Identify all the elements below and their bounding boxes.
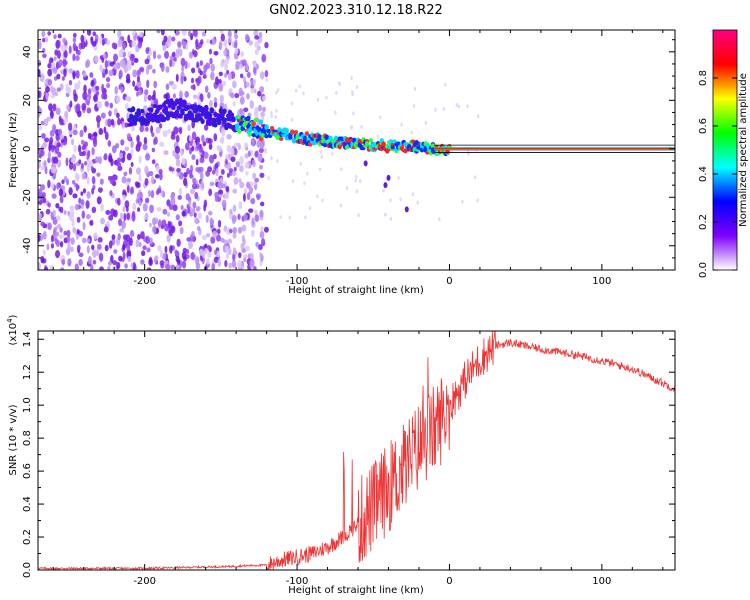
snr-series-line xyxy=(38,331,675,570)
y-tick-label: 0.8 xyxy=(22,430,33,446)
spectrogram-x-label: Height of straight line (km) xyxy=(288,285,424,296)
snr-plot-area xyxy=(38,331,675,570)
colorbar-tick-label: 0.0 xyxy=(698,262,709,278)
x-tick-label: 100 xyxy=(592,276,611,287)
y-tick-label: 1.0 xyxy=(22,397,33,413)
snr-x-ticks: -200 -100 0 100 xyxy=(52,331,664,587)
y-tick-label: 0.0 xyxy=(22,562,33,578)
colorbar-tick-label: 0.6 xyxy=(698,118,709,134)
snr-panel: -200 -100 0 100 0.0 0.2 0.4 0.6 0.8 1.0 1.2 1.4 He… xyxy=(6,314,676,596)
colorbar-tick-label: 0.8 xyxy=(698,70,709,86)
y-tick-label: 0.6 xyxy=(22,463,33,479)
y-tick-label: 40 xyxy=(22,45,33,58)
spectrogram-x-ticks: -200 -100 0 100 xyxy=(52,30,664,287)
snr-y-ticks: 0.0 0.2 0.4 0.6 0.8 1.0 1.2 1.4 xyxy=(22,331,675,578)
x-tick-label: -200 xyxy=(133,576,156,587)
colorbar: 0.0 0.2 0.4 0.6 0.8 Normalized spectral ampl… xyxy=(698,29,749,278)
y-tick-label: 1.4 xyxy=(22,331,33,347)
colorbar-label: Normalized spectral amplitude xyxy=(738,73,749,227)
x-tick-label: -200 xyxy=(133,276,156,287)
y-tick-label: 1.2 xyxy=(22,364,33,380)
x-tick-label: 100 xyxy=(592,576,611,587)
y-tick-label: -40 xyxy=(22,238,33,254)
figure-title: GN02.2023.310.12.18.R22 xyxy=(269,3,443,18)
colorbar-tick-label: 0.2 xyxy=(698,214,709,230)
spectrogram-y-label: Frequency (Hz) xyxy=(8,112,19,188)
spectrogram-frame xyxy=(37,29,676,271)
y-tick-label: 0 xyxy=(22,146,33,152)
x-tick-label: -100 xyxy=(286,576,309,587)
colorbar-tick-label: 0.4 xyxy=(698,166,709,182)
spectrogram-y-ticks: -40 -20 0 20 40 xyxy=(22,39,675,271)
y-tick-label: -20 xyxy=(22,189,33,205)
y-tick-label: 20 xyxy=(22,94,33,107)
y-tick-label: 0.4 xyxy=(22,496,33,512)
snr-y-multiplier: (x104) xyxy=(6,314,19,345)
snr-y-label: SNR (10 * v/v) xyxy=(8,404,19,475)
y-tick-label: 0.2 xyxy=(22,529,33,545)
colorbar-gradient xyxy=(712,29,738,271)
x-tick-label: 0 xyxy=(446,576,452,587)
colorbar-ticks: 0.0 0.2 0.4 0.6 0.8 xyxy=(698,70,737,278)
snr-frame xyxy=(37,330,676,571)
spectrogram-plot-area xyxy=(38,30,675,270)
x-tick-label: -100 xyxy=(286,276,309,287)
x-tick-label: 0 xyxy=(446,276,452,287)
snr-x-label: Height of straight line (km) xyxy=(288,585,424,596)
